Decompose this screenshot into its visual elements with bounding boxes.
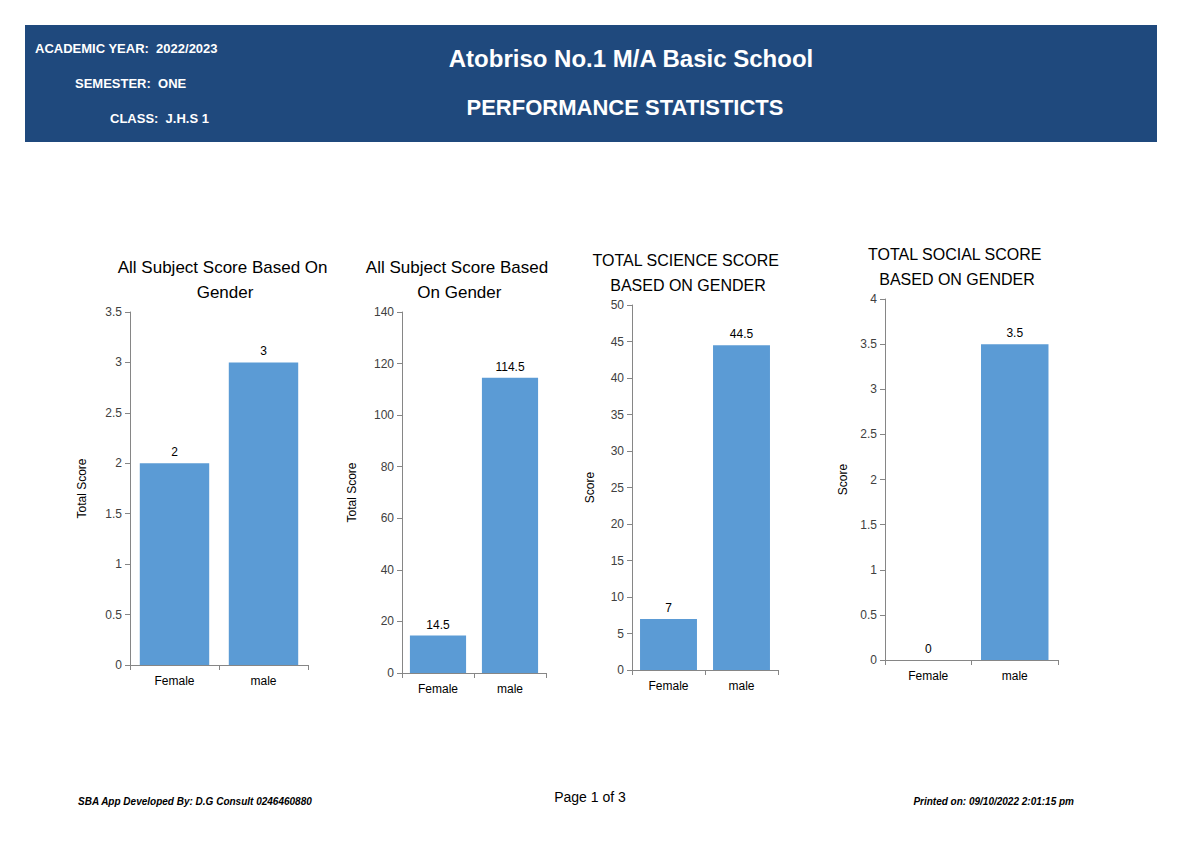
html-text:Page 1 of 3: Page 1 of 3 (554, 789, 626, 805)
svg-text:50: 50 (611, 298, 625, 312)
svg-text:3: 3 (260, 344, 267, 358)
svg-text:2.5: 2.5 (105, 406, 122, 420)
svg-text:1: 1 (115, 557, 122, 571)
svg-text:0: 0 (925, 642, 932, 656)
svg-text:male: male (250, 674, 276, 688)
svg-text:3.5: 3.5 (105, 305, 122, 319)
svg-text:30: 30 (611, 444, 625, 458)
svg-text:On Gender: On Gender (413, 283, 502, 302)
svg-text:20: 20 (611, 517, 625, 531)
svg-text:3.5: 3.5 (1006, 326, 1023, 340)
svg-text:male: male (1002, 669, 1028, 683)
svg-text:2.5: 2.5 (860, 427, 877, 441)
svg-text:TOTAL SOCIAL SCORE: TOTAL SOCIAL SCORE (868, 246, 1046, 263)
svg-text:Total Score: Total Score (345, 462, 359, 522)
svg-text:3: 3 (115, 355, 122, 369)
svg-text:10: 10 (611, 590, 625, 604)
svg-text:BASED ON GENDER: BASED ON GENDER (879, 271, 1035, 288)
svg-text:7: 7 (665, 601, 672, 615)
svg-text:0: 0 (115, 658, 122, 672)
svg-text:44.5: 44.5 (730, 327, 754, 341)
svg-text:25: 25 (611, 481, 625, 495)
svg-text:1.5: 1.5 (860, 518, 877, 532)
svg-text:male: male (728, 679, 754, 693)
svg-text:Female: Female (908, 669, 948, 683)
svg-text:40: 40 (611, 371, 625, 385)
svg-text:80: 80 (381, 460, 395, 474)
svg-text:male: male (497, 682, 523, 696)
svg-text:0: 0 (870, 653, 877, 667)
svg-text:Gender: Gender (197, 283, 254, 302)
svg-text:0: 0 (387, 666, 394, 680)
html-text:Atobriso No.1 M/A Basic School: Atobriso No.1 M/A Basic School (448, 45, 814, 72)
svg-text:14.5: 14.5 (426, 618, 450, 632)
svg-text:Total Score: Total Score (75, 458, 89, 518)
svg-text:3: 3 (870, 382, 877, 396)
svg-text:2: 2 (115, 456, 122, 470)
html-text:PERFORMANCE STATISTICTS: PERFORMANCE STATISTICTS (466, 95, 784, 120)
svg-text:120: 120 (374, 357, 394, 371)
svg-text:4: 4 (870, 292, 877, 306)
svg-text:40: 40 (381, 563, 395, 577)
svg-text:35: 35 (611, 408, 625, 422)
html-text:Printed on: 09/10/2022 2:01:15: Printed on: 09/10/2022 2:01:15 pm (913, 796, 1074, 807)
svg-text:15: 15 (611, 554, 625, 568)
svg-text:TOTAL SCIENCE SCORE: TOTAL SCIENCE SCORE (593, 252, 784, 269)
svg-text:0.5: 0.5 (860, 608, 877, 622)
svg-text:All Subject Score Based: All Subject Score Based (366, 258, 548, 277)
svg-text:45: 45 (611, 335, 625, 349)
svg-text:140: 140 (374, 305, 394, 319)
svg-text:1: 1 (870, 563, 877, 577)
svg-text:All Subject Score Based On: All Subject Score Based On (118, 258, 333, 277)
svg-text:114.5: 114.5 (495, 360, 524, 374)
svg-text:Female: Female (418, 682, 458, 696)
svg-text:1.5: 1.5 (105, 507, 122, 521)
html-text:SEMESTER: ONE: SEMESTER: ONE (75, 76, 187, 91)
svg-text:Female: Female (154, 674, 194, 688)
svg-text:60: 60 (381, 511, 395, 525)
svg-text:2: 2 (171, 445, 178, 459)
svg-text:Female: Female (648, 679, 688, 693)
svg-text:100: 100 (374, 408, 394, 422)
svg-text:0: 0 (617, 663, 624, 677)
svg-text:0.5: 0.5 (105, 608, 122, 622)
svg-text:20: 20 (381, 614, 395, 628)
svg-text:5: 5 (617, 627, 624, 641)
svg-text:Score: Score (836, 464, 850, 496)
svg-text:Score: Score (583, 472, 597, 504)
html-text:SBA App Developed By: D.G Cons: SBA App Developed By: D.G Consult 024646… (78, 796, 312, 807)
svg-text:3.5: 3.5 (860, 337, 877, 351)
html-text:ACADEMIC YEAR: 2022/2023: ACADEMIC YEAR: 2022/2023 (35, 41, 218, 56)
svg-text:BASED ON GENDER: BASED ON GENDER (610, 277, 766, 294)
svg-text:2: 2 (870, 473, 877, 487)
html-text:CLASS: J.H.S 1: CLASS: J.H.S 1 (110, 111, 209, 126)
